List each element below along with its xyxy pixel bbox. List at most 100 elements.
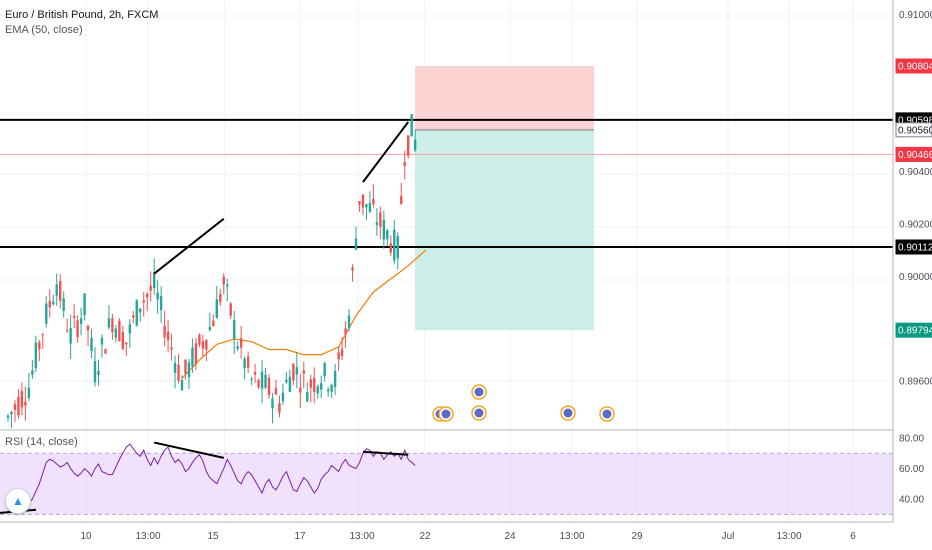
price-tag-label: 0.90466 — [898, 150, 932, 161]
candle-body — [135, 300, 138, 326]
candle — [90, 328, 93, 359]
candle — [333, 363, 337, 395]
candle-body — [368, 203, 372, 212]
time-tick-label: 22 — [419, 531, 431, 542]
candle-body — [396, 236, 399, 259]
candle-body — [149, 285, 152, 291]
candle — [198, 333, 201, 348]
horizontal-lines[interactable] — [0, 118, 893, 248]
candle-body — [323, 363, 326, 377]
time-tick-label: 29 — [631, 531, 643, 542]
rsi-trendline-1[interactable] — [153, 441, 224, 459]
event-icon[interactable] — [599, 406, 615, 422]
candle — [38, 339, 41, 362]
candle-body — [142, 300, 145, 303]
candle-body — [413, 139, 417, 151]
candle — [79, 307, 83, 336]
candle-body — [375, 222, 379, 225]
candle — [208, 312, 212, 332]
event-dot — [563, 408, 573, 418]
candle — [45, 296, 48, 328]
candle-body — [118, 320, 121, 342]
price-tag: 0.90112 — [895, 239, 932, 255]
candle-body — [354, 238, 358, 250]
candle-body — [281, 392, 285, 402]
candle-body — [326, 389, 330, 392]
candle-body — [257, 380, 260, 388]
candle-body — [34, 342, 38, 369]
price-tick-label: 0.90200 — [899, 219, 932, 230]
tradingview-logo-icon[interactable]: ▲ — [5, 488, 31, 514]
flag-uk-icon[interactable] — [560, 405, 576, 421]
price-tag-bg — [895, 122, 932, 138]
candle-body — [10, 412, 13, 415]
candle — [379, 206, 382, 240]
time-tick-label: 13:00 — [776, 531, 801, 542]
candle-body — [264, 374, 267, 388]
candle — [215, 285, 218, 319]
candle — [132, 311, 135, 324]
event-icons[interactable] — [432, 384, 615, 422]
candle — [361, 194, 365, 216]
candle-body — [330, 385, 333, 392]
candle-body — [79, 318, 83, 324]
rsi-tick-label: 60.00 — [899, 464, 924, 475]
candle — [274, 379, 278, 396]
rsi-pane — [0, 429, 893, 515]
position-zones[interactable] — [415, 66, 594, 331]
candle — [173, 355, 177, 389]
candle-body — [62, 298, 65, 311]
candle — [135, 298, 138, 327]
candle-body — [191, 347, 194, 367]
flag-eu-uk-icon[interactable] — [438, 406, 454, 422]
candle — [323, 361, 326, 382]
candle — [100, 334, 104, 358]
event-icon[interactable] — [471, 384, 487, 400]
candle-body — [6, 415, 10, 418]
candle-body — [121, 331, 125, 349]
candle — [260, 359, 264, 404]
candle — [330, 383, 333, 399]
candle — [413, 129, 417, 153]
candle — [236, 341, 239, 352]
price-tag: 0.90804 — [895, 58, 932, 74]
take-profit-zone[interactable] — [415, 129, 594, 331]
price-trendline-2[interactable] — [362, 121, 409, 183]
rsi-trendline-2[interactable] — [362, 450, 409, 456]
price-tag: 0.90466 — [895, 146, 932, 162]
candle-body — [27, 387, 31, 399]
candle-body — [104, 349, 107, 354]
time-tick-label: 17 — [294, 531, 306, 542]
price-tag-label: 0.90112 — [898, 243, 932, 254]
candle-body — [205, 340, 208, 350]
candle — [389, 235, 392, 257]
trendlines[interactable] — [153, 121, 409, 275]
candle — [20, 382, 24, 415]
candle — [246, 351, 250, 373]
candle-body — [198, 334, 201, 345]
candle-body — [340, 349, 344, 357]
candle — [86, 324, 90, 347]
candle — [344, 321, 347, 348]
candle-body — [59, 280, 62, 301]
candle-body — [309, 379, 312, 388]
candle-body — [410, 114, 413, 137]
candle — [365, 203, 368, 220]
candle-body — [250, 378, 253, 380]
candle — [142, 291, 145, 317]
candle — [159, 286, 163, 324]
flag-uk-icon[interactable] — [471, 405, 487, 421]
price-trendline-1[interactable] — [153, 217, 225, 275]
candle-body — [320, 383, 323, 390]
candle-body — [187, 362, 191, 378]
candle — [382, 210, 386, 249]
candle-body — [76, 320, 79, 338]
candle-body — [222, 276, 225, 285]
candle-body — [278, 403, 281, 413]
candle — [372, 184, 375, 208]
candle-body — [152, 272, 156, 289]
candle — [386, 228, 389, 247]
candle-body — [55, 284, 58, 296]
candle — [337, 346, 340, 371]
